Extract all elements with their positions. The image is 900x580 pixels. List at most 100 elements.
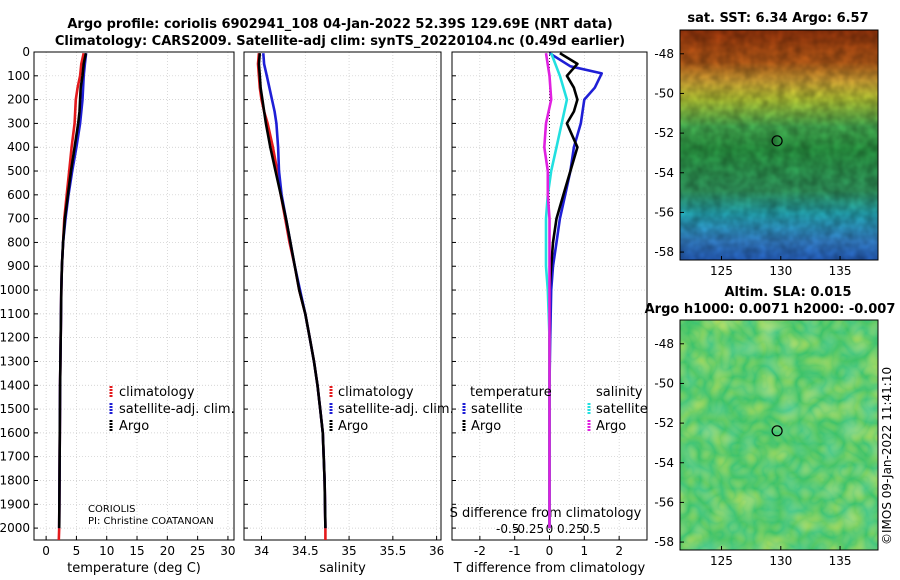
- legend-satellite-adj-label: satellite-adj. clim.: [338, 402, 454, 417]
- y-tick-label: 200: [7, 93, 30, 107]
- x-tick-label: 34.5: [292, 544, 319, 558]
- y-tick-label: 2000: [0, 521, 30, 535]
- map-y-tick-label: -50: [654, 376, 674, 390]
- y-tick-label: 1500: [0, 402, 30, 416]
- y-tick-label: 0: [22, 45, 30, 59]
- x-axis-label: salinity: [319, 561, 366, 576]
- x-tick-label: 1: [581, 544, 589, 558]
- x-tick-label: 34: [254, 544, 269, 558]
- pi-label: PI: Christine COATANOAN: [88, 516, 214, 527]
- legend-climatology-label: climatology: [119, 385, 195, 400]
- credit-label: CORIOLIS: [88, 504, 136, 515]
- x2-tick-label: -0.25: [513, 522, 544, 536]
- legend-argo-label: Argo: [338, 419, 368, 434]
- map-x-tick-label: 125: [710, 264, 733, 278]
- y-tick-label: 1300: [0, 354, 30, 368]
- sst-map-frame: [679, 29, 879, 261]
- legend-sal-argo-label: Argo: [596, 419, 626, 434]
- map-y-tick-label: -54: [654, 456, 674, 470]
- map-y-tick-label: -52: [654, 126, 674, 140]
- x2-axis-label: S difference from climatology: [450, 506, 642, 521]
- x-tick-label: 35.5: [379, 544, 406, 558]
- map-y-tick-label: -54: [654, 166, 674, 180]
- sst-map-axes: -48 -50 -52 -54 -56 -58 125 130 135: [654, 47, 851, 278]
- series-line-salinity-argo: [543, 53, 553, 529]
- map-y-tick-label: -58: [654, 245, 674, 259]
- x-tick-label: 25: [190, 544, 205, 558]
- map-x-tick-label: 130: [769, 554, 792, 568]
- legend-temp-satellite-label: satellite: [471, 402, 523, 417]
- argo-location-marker: [771, 425, 783, 437]
- y-tick-label: 1200: [0, 331, 30, 345]
- x-tick-label: 0: [42, 544, 50, 558]
- y-tick-label: 1400: [0, 378, 30, 392]
- x2-tick-label: 0.25: [557, 522, 584, 536]
- x-tick-label: 10: [99, 544, 114, 558]
- series-line-argo: [57, 52, 88, 529]
- x-tick-label: -2: [474, 544, 486, 558]
- legend-temperature-heading: temperature: [470, 385, 552, 400]
- map-x-tick-label: 130: [769, 264, 792, 278]
- map-y-tick-label: -48: [654, 337, 674, 351]
- x-axis-label: T difference from climatology: [453, 561, 646, 576]
- map-x-tick-label: 135: [829, 554, 852, 568]
- y-tick-label: 400: [7, 140, 30, 154]
- y-tick-label: 500: [7, 164, 30, 178]
- legend-temp-argo-label: Argo: [471, 419, 501, 434]
- map-y-tick-label: -52: [654, 416, 674, 430]
- y-tick-label: 1800: [0, 473, 30, 487]
- y-tick-label: 1600: [0, 426, 30, 440]
- temperature-legend: climatology satellite-adj. clim. Argo: [109, 385, 235, 434]
- salinity-plot: 34 34.5 35 35.5 36 salinity: [243, 51, 444, 576]
- salinity-legend: climatology satellite-adj. clim. Argo: [329, 385, 454, 434]
- y-tick-label: 600: [7, 188, 30, 202]
- x2-tick-label: 0.5: [582, 522, 601, 536]
- y-tick-label: 1100: [0, 307, 30, 321]
- x-tick-label: 36: [429, 544, 444, 558]
- y-tick-label: 1900: [0, 497, 30, 511]
- x-tick-label: 15: [129, 544, 144, 558]
- series-line-argo: [257, 53, 327, 529]
- y-tick-label: 300: [7, 116, 30, 130]
- series-line-climatology: [256, 53, 327, 540]
- y-tick-label: 900: [7, 259, 30, 273]
- x2-tick-label: -0.5: [496, 522, 519, 536]
- y-tick-label: 1700: [0, 450, 30, 464]
- map-y-tick-label: -56: [654, 495, 674, 509]
- y-tick-label: 700: [7, 212, 30, 226]
- map-y-tick-label: -50: [654, 86, 674, 100]
- legend-salinity-heading: salinity: [596, 385, 643, 400]
- sst-map-title: sat. SST: 6.34 Argo: 6.57: [687, 11, 868, 26]
- legend-climatology-label: climatology: [338, 385, 414, 400]
- sla-map-title-line1: Altim. SLA: 0.015: [725, 285, 852, 300]
- x-axis-label: temperature (deg C): [67, 561, 201, 576]
- plot-frame: [243, 51, 442, 541]
- x2-tick-label: 0: [546, 522, 554, 536]
- figure-title-line2: Climatology: CARS2009. Satellite-adj cli…: [55, 34, 625, 49]
- y-tick-label: 100: [7, 69, 30, 83]
- x-tick-label: 20: [160, 544, 175, 558]
- legend-argo-label: Argo: [119, 419, 149, 434]
- legend-satellite-adj-label: satellite-adj. clim.: [119, 402, 235, 417]
- sla-map-title-line2: Argo h1000: 0.0071 h2000: -0.007: [645, 302, 896, 317]
- sla-map-frame: [679, 319, 879, 551]
- x-tick-label: 5: [73, 544, 81, 558]
- map-y-tick-label: -58: [654, 535, 674, 549]
- temperature-plot: 0100200300400500600700800900100011001200…: [0, 45, 236, 576]
- y-tick-label: 800: [7, 235, 30, 249]
- map-x-tick-label: 125: [710, 554, 733, 568]
- map-y-tick-label: -48: [654, 47, 674, 61]
- y-tick-label: 1000: [0, 283, 30, 297]
- x-tick-label: 0: [546, 544, 554, 558]
- argo-location-marker: [771, 135, 783, 147]
- x-tick-label: 30: [220, 544, 235, 558]
- x-tick-label: 2: [615, 544, 623, 558]
- x-tick-label: -1: [509, 544, 521, 558]
- sla-map-axes: -48 -50 -52 -54 -56 -58 125 130 135: [654, 337, 851, 568]
- map-x-tick-label: 135: [829, 264, 852, 278]
- difference-legend: temperature satellite Argo salinity sate…: [462, 385, 648, 434]
- legend-sal-satellite-label: satellite: [596, 402, 648, 417]
- x-tick-label: 35: [341, 544, 356, 558]
- plot-frame: [33, 51, 235, 541]
